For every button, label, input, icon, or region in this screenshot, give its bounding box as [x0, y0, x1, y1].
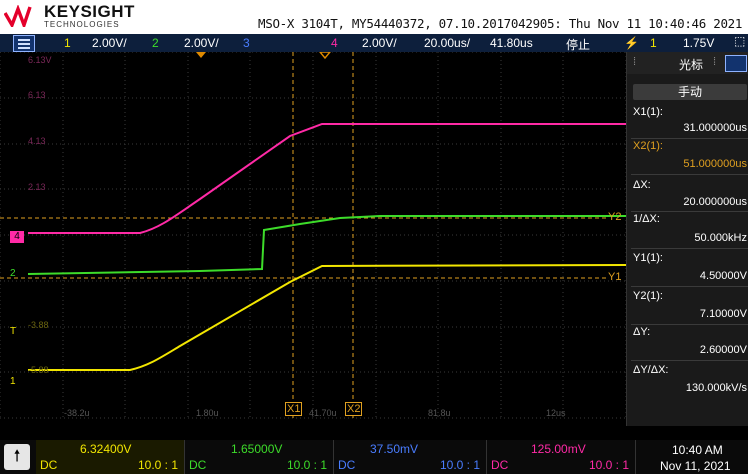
- expand-up-icon[interactable]: 🠕: [4, 444, 30, 470]
- ch4-level-label: 6.13: [28, 90, 46, 100]
- ch2-probe: 10.0 : 1: [286, 458, 327, 472]
- dx-label: ΔX:: [633, 179, 651, 191]
- ch1-level-label: -5.88: [28, 365, 49, 375]
- ch1-info-box[interactable]: 6.32400V DC 10.0 : 1: [36, 440, 185, 474]
- time-tick-label: 12us: [546, 408, 566, 418]
- ch1-level-label: -3.88: [28, 320, 49, 330]
- trigger-level-marker[interactable]: T: [10, 326, 17, 337]
- cursor-y2-tag[interactable]: Y2: [608, 211, 622, 223]
- ch2-scale[interactable]: 2.00V/: [184, 36, 219, 50]
- dx-value: 20.000000us: [683, 196, 747, 208]
- cursor-y1-tag[interactable]: Y1: [608, 271, 622, 283]
- cursor-mode-button[interactable]: 手动: [633, 84, 747, 100]
- grid-lines: [0, 52, 626, 419]
- ch4-level-label: 6.13V: [28, 55, 52, 65]
- brand-subtitle: TECHNOLOGIES: [44, 20, 120, 29]
- dydx-label: ΔY/ΔX:: [633, 364, 669, 376]
- x2-label: X2(1):: [633, 140, 663, 152]
- cursor-x1-tag[interactable]: X1: [285, 402, 303, 416]
- ch1-coupling: DC: [40, 458, 58, 472]
- ch1-scale[interactable]: 2.00V/: [92, 36, 127, 50]
- panel-header: ⁞ 光标 ⁞: [627, 52, 748, 74]
- top-header: KEYSIGHT TECHNOLOGIES MSO-X 3104T, MY544…: [0, 0, 748, 34]
- instrument-info: MSO-X 3104T, MY54440372, 07.10.201704290…: [258, 16, 743, 31]
- cursor-lines: [0, 52, 606, 418]
- time-delay[interactable]: 41.80us: [490, 36, 533, 50]
- trigger-source[interactable]: 1: [650, 36, 657, 50]
- ch2-number[interactable]: 2: [152, 36, 159, 50]
- ch1-ground-marker[interactable]: 1: [10, 376, 16, 387]
- ch4-level-label: 4.13: [28, 136, 46, 146]
- ch1-probe: 10.0 : 1: [137, 458, 178, 472]
- x2-value[interactable]: 51.000000us: [683, 158, 747, 170]
- dy-label: ΔY:: [633, 326, 651, 338]
- bottom-status-bar: 🠕 6.32400V DC 10.0 : 1 1.65000V DC 10.0 …: [0, 440, 748, 474]
- cursor-x2-tag[interactable]: X2: [345, 402, 363, 416]
- ch3-info-box[interactable]: 37.50mV DC 10.0 : 1: [334, 440, 487, 474]
- drag-handle-icon[interactable]: ⁞: [713, 56, 717, 68]
- ch4-ground-marker[interactable]: 4: [10, 231, 24, 243]
- y1-label: Y1(1):: [633, 252, 663, 264]
- ch1-trace: [28, 264, 626, 371]
- drag-handle-icon[interactable]: ⁞: [633, 56, 637, 68]
- dy-value: 2.60000V: [699, 344, 747, 356]
- time-tick-label: -38.2u: [64, 408, 90, 418]
- ch2-ground-marker[interactable]: 2: [10, 268, 16, 279]
- trigger-level[interactable]: 1.75V: [683, 36, 715, 50]
- ch4-trace: [28, 123, 626, 234]
- brand-name: KEYSIGHT: [44, 2, 135, 21]
- window-icon[interactable]: ⬚: [734, 34, 746, 48]
- ch4-scale[interactable]: 2.00V/: [362, 36, 397, 50]
- channel-bar: 1 2.00V/ 2 2.00V/ 3 4 2.00V/ 20.00us/ 41…: [0, 34, 748, 52]
- ch2-info-box[interactable]: 1.65000V DC 10.0 : 1: [185, 440, 334, 474]
- clock-time: 10:40 AM: [672, 443, 723, 457]
- time-reference-icon: [319, 52, 331, 60]
- y2-value[interactable]: 7.10000V: [699, 308, 747, 320]
- ch4-offset: 125.00mV: [531, 442, 586, 456]
- x1-label: X1(1):: [633, 106, 663, 118]
- waveform-display[interactable]: 6.13V 6.13 4.13 2.13 -3.88 -5.88 -38.2u …: [0, 52, 626, 426]
- time-tick-label: 1.80u: [196, 408, 219, 418]
- ch1-offset: 6.32400V: [80, 442, 132, 456]
- panel-title: 光标: [679, 58, 704, 72]
- y1-value[interactable]: 4.50000V: [699, 270, 747, 282]
- x1-value[interactable]: 31.000000us: [683, 122, 747, 134]
- ch4-info-box[interactable]: 125.00mV DC 10.0 : 1: [487, 440, 636, 474]
- inv-dx-label: 1/ΔX:: [633, 213, 660, 225]
- ch3-offset: 37.50mV: [370, 442, 419, 456]
- cursor-panel: ⁞ 光标 ⁞ 手动 X1(1): 31.000000us X2(1): 51.0…: [626, 52, 748, 426]
- time-tick-label: 41.70u: [309, 408, 337, 418]
- main-menu-button[interactable]: [13, 35, 35, 52]
- clock-date: Nov 11, 2021: [660, 459, 731, 473]
- ch4-level-label: 2.13: [28, 182, 46, 192]
- time-tick-label: 81.8u: [428, 408, 451, 418]
- panel-menu-button[interactable]: [725, 55, 747, 72]
- ch3-probe: 10.0 : 1: [439, 458, 480, 472]
- ch4-number[interactable]: 4: [331, 36, 338, 50]
- ch2-coupling: DC: [189, 458, 207, 472]
- ch2-offset: 1.65000V: [231, 442, 283, 456]
- trigger-edge-icon: ⚡: [624, 36, 639, 50]
- timebase-scale[interactable]: 20.00us/: [424, 36, 471, 50]
- ch3-number[interactable]: 3: [243, 36, 250, 50]
- dydx-value: 130.000kV/s: [685, 382, 747, 394]
- ch1-number[interactable]: 1: [64, 36, 71, 50]
- trigger-position-icon: [196, 52, 206, 58]
- ch4-coupling: DC: [491, 458, 509, 472]
- ch2-trace: [27, 215, 626, 275]
- keysight-logo-icon: [4, 5, 32, 27]
- y2-label: Y2(1):: [633, 290, 663, 302]
- ch4-probe: 10.0 : 1: [588, 458, 629, 472]
- inv-dx-value: 50.000kHz: [694, 232, 747, 244]
- run-state[interactable]: 停止: [566, 38, 591, 52]
- ch3-coupling: DC: [338, 458, 356, 472]
- waveform-svg: [0, 52, 626, 419]
